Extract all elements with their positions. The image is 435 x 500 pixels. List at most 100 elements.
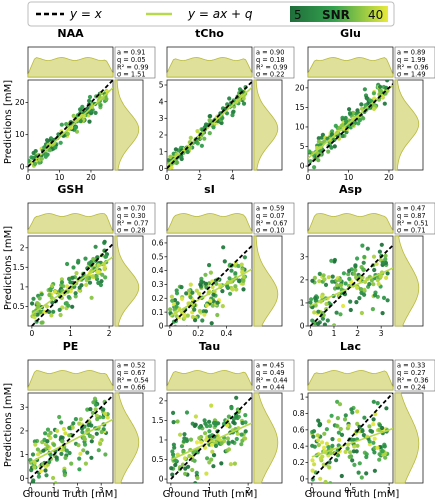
- data-point: [320, 316, 325, 321]
- data-point: [317, 279, 322, 284]
- y-tick-label: 10: [15, 130, 25, 139]
- data-point: [357, 118, 362, 123]
- data-point: [209, 321, 214, 326]
- y-tick-label: 0.4: [293, 442, 305, 451]
- data-point: [63, 455, 68, 460]
- points: [310, 393, 393, 483]
- right-marginal-density: [114, 79, 140, 171]
- data-point: [209, 403, 214, 408]
- data-point: [225, 284, 230, 289]
- data-point: [194, 288, 199, 293]
- colorbar: [290, 6, 388, 22]
- data-point: [322, 431, 327, 436]
- data-point: [188, 282, 193, 287]
- data-point: [47, 148, 52, 153]
- stat-sigma: σ = 1.49: [397, 71, 426, 79]
- x-tick-label: 4: [230, 173, 235, 182]
- data-point: [203, 281, 209, 286]
- data-point: [345, 446, 350, 451]
- x-tick-label: 0: [306, 173, 311, 182]
- data-point: [96, 269, 102, 274]
- data-point: [311, 434, 316, 439]
- data-point: [76, 258, 81, 263]
- data-point: [215, 300, 220, 305]
- data-point: [211, 453, 217, 458]
- y-tick-label: 15: [295, 103, 305, 112]
- stat-q: q = 0.27: [397, 369, 426, 377]
- stat-r2: R² = 0.96: [397, 63, 429, 71]
- data-point: [340, 123, 345, 128]
- data-point: [335, 283, 340, 288]
- data-point: [59, 280, 65, 285]
- y-axis-label-row-2: Predictions [mM]: [3, 226, 14, 310]
- data-point: [241, 96, 246, 101]
- data-point: [82, 442, 88, 447]
- x-tick-label: 0: [26, 173, 31, 182]
- data-point: [316, 418, 321, 423]
- identity-line: [29, 394, 113, 479]
- data-point: [330, 443, 335, 448]
- data-point: [197, 308, 202, 314]
- data-point: [195, 129, 200, 134]
- data-point: [37, 160, 42, 165]
- data-point: [347, 107, 352, 112]
- data-point: [174, 291, 180, 296]
- data-point: [213, 443, 219, 448]
- x-tick-label: 0: [29, 329, 34, 338]
- data-point: [66, 294, 71, 300]
- data-point: [45, 138, 50, 143]
- data-point: [180, 462, 186, 467]
- data-point: [321, 313, 326, 318]
- data-point: [227, 96, 232, 101]
- data-point: [239, 432, 244, 437]
- stat-a: a = 0.47: [397, 205, 425, 213]
- y-tick-label: 1: [159, 436, 164, 445]
- x-tick-label: 2: [75, 486, 80, 495]
- data-point: [208, 298, 213, 303]
- data-point: [36, 474, 42, 479]
- stat-a: a = 0.89: [397, 49, 425, 57]
- data-point: [96, 448, 101, 453]
- stat-sigma: σ = 0.66: [117, 384, 146, 392]
- fit-line: [170, 422, 252, 461]
- data-point: [230, 287, 235, 292]
- data-point: [39, 320, 44, 325]
- data-point: [356, 121, 361, 126]
- data-point: [59, 435, 64, 440]
- stat-sigma: σ = 0.44: [256, 384, 285, 392]
- x-tick-label: 20: [86, 173, 96, 182]
- data-point: [372, 267, 377, 273]
- data-point: [202, 136, 207, 141]
- data-point: [59, 420, 64, 425]
- data-point: [333, 123, 338, 128]
- data-point: [367, 282, 372, 287]
- data-point: [243, 436, 248, 441]
- data-point: [96, 280, 101, 286]
- data-point: [174, 304, 179, 309]
- data-point: [88, 407, 93, 412]
- data-point: [226, 447, 232, 452]
- data-point: [344, 119, 349, 124]
- data-point: [208, 114, 213, 119]
- data-point: [63, 431, 68, 436]
- x-tick-label: 0: [309, 486, 314, 495]
- panel-title: GSH: [57, 183, 83, 196]
- panel-lac: Lac 0 0.5 1 0 0.2 0.4 0.6 0.8 1 a = 0.33q = 0.27R²…: [293, 340, 435, 495]
- data-point: [339, 473, 344, 479]
- data-point: [183, 328, 187, 332]
- data-point: [227, 276, 232, 281]
- x-tick-label: 1: [68, 329, 73, 338]
- data-point: [76, 443, 81, 448]
- y-tick-label: 0: [20, 162, 25, 171]
- data-point: [310, 458, 315, 463]
- data-point: [347, 454, 352, 459]
- top-marginal-density: [307, 57, 394, 78]
- data-point: [382, 444, 387, 449]
- data-point: [185, 149, 190, 155]
- data-point: [92, 396, 98, 401]
- data-point: [56, 132, 61, 137]
- data-point: [308, 149, 312, 154]
- data-point: [337, 278, 342, 283]
- panel-title: tCho: [195, 27, 224, 40]
- data-point: [229, 268, 234, 273]
